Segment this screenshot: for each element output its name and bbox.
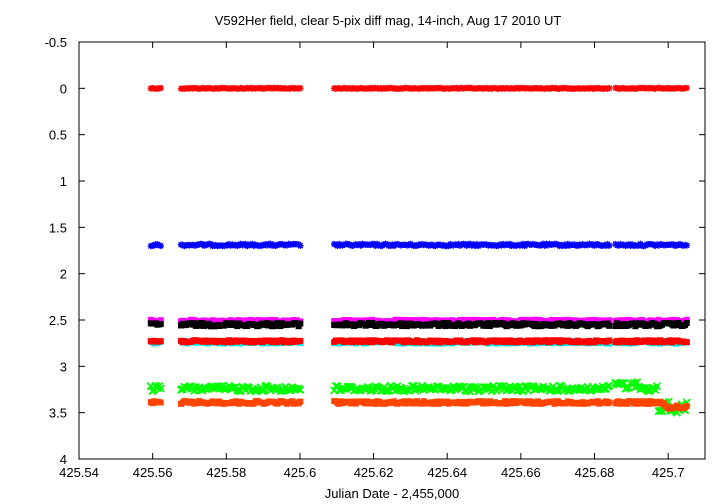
data-point [606,317,613,324]
data-point [606,322,613,329]
series-6 [146,378,691,417]
x-tick-label: 425.6 [284,465,317,480]
x-tick-label: 425.68 [575,465,615,480]
data-point [157,242,164,250]
data-point [157,84,164,92]
series-5 [147,337,690,346]
y-tick-label: 4 [60,452,67,467]
y-tick-label: 3 [60,359,67,374]
data-point [605,381,614,390]
x-tick-label: 425.54 [59,465,99,480]
data-point [683,84,690,92]
data-point [297,242,304,249]
data-point [157,317,164,324]
points-layer [146,84,691,417]
data-point [297,320,304,327]
y-tick-label: -0.5 [45,35,67,50]
series-3 [147,319,690,330]
data-point [297,398,304,405]
x-tick-label: 425.58 [206,465,246,480]
data-point [157,399,164,406]
data-point [683,316,690,323]
y-tick-label: 2 [60,267,67,282]
y-tick-label: 0 [60,81,67,96]
data-point [156,384,165,393]
y-tick-label: 2.5 [49,313,67,328]
x-tick-label: 425.66 [501,465,541,480]
x-axis-label: Julian Date - 2,455,000 [325,486,459,501]
y-tick-label: 1.5 [49,220,67,235]
x-tick-label: 425.62 [354,465,394,480]
data-point [296,385,305,395]
y-tick-label: 0.5 [49,128,67,143]
data-point [157,338,164,345]
x-tick-label: 425.7 [652,465,685,480]
plot-frame [78,41,706,460]
data-point [606,84,613,92]
x-tick-label: 425.64 [427,465,467,480]
chart-title: V592Her field, clear 5-pix diff mag, 14-… [215,13,562,28]
data-point [652,382,662,391]
y-tick-label: 3.5 [49,406,67,421]
data-point [157,321,164,328]
data-point [297,337,304,344]
data-point [683,339,690,346]
data-point [683,319,690,326]
data-point [683,242,690,249]
data-point [606,242,613,249]
series-1 [147,240,690,250]
data-point [606,337,613,344]
series-0 [147,84,690,92]
y-tick-label: 1 [60,174,67,189]
data-point [683,403,690,410]
series-7 [147,398,690,412]
data-point [440,319,447,326]
data-point [606,399,613,406]
data-point [297,84,304,92]
ticks-layer: 425.54 425.56 425.58 425.6 425.62 425.64 425.6… [45,35,705,480]
data-point [622,383,632,393]
x-tick-label: 425.56 [133,465,173,480]
